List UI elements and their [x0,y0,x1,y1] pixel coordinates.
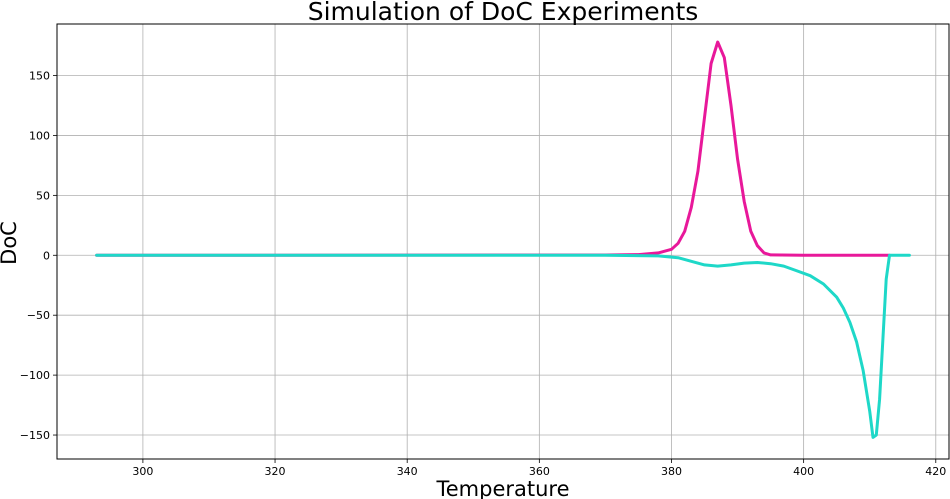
y-tick-label: 100 [29,129,50,142]
y-tick-label: −50 [27,309,50,322]
x-axis-label: Temperature [435,477,569,499]
series-line-2 [95,253,911,439]
y-tick-label: −150 [20,429,50,442]
x-tick-label: 400 [793,465,814,478]
x-tick-label: 360 [529,465,550,478]
series-group [95,40,911,439]
chart-title: Simulation of DoC Experiments [308,0,699,26]
grid [57,24,949,459]
y-tick-label: −100 [20,369,50,382]
y-axis: 150 100 50 0 −50 −100 −150 [20,70,57,442]
y-tick-label: 50 [36,189,50,202]
x-tick-label: 320 [265,465,286,478]
series-line-1 [95,40,891,257]
plot-frame [56,23,950,460]
x-tick-label: 300 [132,465,153,478]
y-tick-label: 0 [43,249,50,262]
x-tick-label: 420 [925,465,946,478]
x-tick-label: 380 [661,465,682,478]
x-tick-label: 340 [397,465,418,478]
y-axis-label: DoC [0,221,21,265]
x-axis: 300 320 340 360 380 400 420 [132,459,946,478]
y-tick-label: 150 [29,70,50,83]
